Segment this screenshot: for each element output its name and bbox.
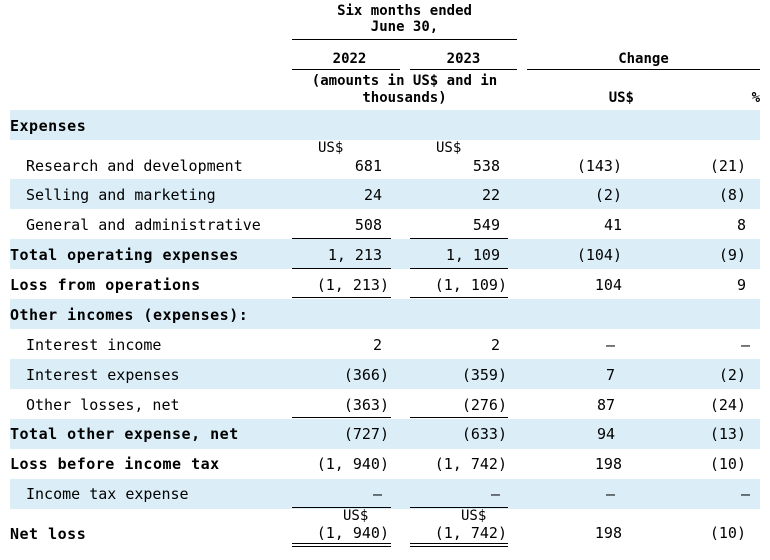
row-label: Total other expense, net: [10, 425, 239, 443]
change-pct: (8): [718, 186, 746, 204]
row-label: Income tax expense: [26, 485, 189, 503]
value-2022: (1, 940): [316, 455, 389, 473]
change-pct: 8: [736, 216, 746, 234]
subtotal-rule: [410, 417, 508, 418]
row-label: Interest expenses: [26, 366, 180, 384]
change-usd: 41: [603, 216, 622, 234]
change-usd: 87: [596, 396, 615, 414]
header-rule: [410, 69, 517, 70]
row-band: [10, 419, 760, 449]
value-2023: 1, 109: [445, 246, 500, 264]
change-pct: —: [740, 336, 750, 354]
period-header-line1: Six months ended: [337, 3, 472, 19]
row-label: Expenses: [10, 117, 87, 135]
change-usd: —: [605, 336, 615, 354]
change-usd: —: [605, 485, 615, 503]
subtotal-rule: [292, 297, 391, 298]
row-label: Other incomes (expenses):: [10, 306, 249, 324]
currency-marker-2023: US$: [461, 508, 487, 524]
value-2023: (359): [461, 366, 507, 384]
change-usd: 198: [594, 455, 622, 473]
value-2022: 508: [354, 216, 382, 234]
row-label: Research and development: [26, 157, 243, 175]
row-label: Other losses, net: [26, 396, 180, 414]
change-pct-header: %: [751, 90, 760, 106]
change-usd: 94: [596, 425, 615, 443]
change-pct: (24): [709, 396, 746, 414]
change-usd-header: US$: [608, 90, 634, 106]
subtotal-rule: [292, 268, 391, 269]
value-2022: (1, 213): [316, 276, 389, 294]
units-note-line1: (amounts in US$ and in: [311, 73, 498, 89]
value-2023: —: [490, 485, 500, 503]
change-usd: (2): [594, 186, 622, 204]
row-label: General and administrative: [26, 216, 261, 234]
row-band: [10, 239, 760, 269]
value-2022: 681: [354, 157, 382, 175]
row-label: Interest income: [26, 336, 162, 354]
value-2023: 22: [481, 186, 500, 204]
value-2023: (1, 109): [434, 276, 507, 294]
change-pct: (10): [709, 455, 746, 473]
header-rule: [292, 69, 400, 70]
value-2023: 538: [472, 157, 500, 175]
value-2022: (366): [343, 366, 389, 384]
value-2023: 2: [490, 336, 500, 354]
subtotal-rule: [410, 268, 508, 269]
change-pct: (21): [709, 157, 746, 175]
year-2023-header: 2023: [446, 51, 481, 67]
row-label: Net loss: [10, 525, 87, 543]
year-2022-header: 2022: [332, 51, 367, 67]
change-pct: —: [740, 485, 750, 503]
change-usd: 7: [605, 366, 615, 384]
currency-marker-2022: US$: [318, 140, 344, 156]
value-2022: (1, 940): [316, 524, 389, 542]
row-label: Total operating expenses: [10, 246, 239, 264]
subtotal-rule: [410, 297, 508, 298]
value-2023: (633): [461, 425, 507, 443]
change-usd: 104: [594, 276, 622, 294]
change-usd: (143): [576, 157, 622, 175]
change-pct: (13): [709, 425, 746, 443]
header-rule: [527, 69, 760, 70]
row-band: [10, 359, 760, 389]
row-label: Loss from operations: [10, 276, 201, 294]
row-band: [10, 479, 760, 509]
value-2023: (276): [461, 396, 507, 414]
subtotal-rule: [292, 417, 391, 418]
change-header: Change: [618, 51, 669, 67]
subtotal-rule: [292, 507, 391, 508]
row-band: [10, 110, 760, 140]
period-header-line2: June 30,: [370, 19, 439, 35]
change-pct: (10): [709, 524, 746, 542]
row-band: [10, 299, 760, 329]
header-rule: [292, 39, 517, 40]
change-pct: 9: [736, 276, 746, 294]
value-2022: 24: [363, 186, 382, 204]
value-2022: (727): [343, 425, 389, 443]
total-double-rule: [292, 543, 391, 547]
change-usd: 198: [594, 524, 622, 542]
subtotal-rule: [292, 238, 391, 239]
value-2022: 2: [372, 336, 382, 354]
value-2023: 549: [472, 216, 500, 234]
value-2022: —: [372, 485, 382, 503]
value-2022: 1, 213: [327, 246, 382, 264]
units-note-line2: thousands): [362, 90, 447, 106]
value-2023: (1, 742): [434, 455, 507, 473]
change-pct: (2): [718, 366, 746, 384]
currency-marker-2023: US$: [436, 140, 462, 156]
subtotal-rule: [410, 507, 508, 508]
change-usd: (104): [576, 246, 622, 264]
row-band: [10, 179, 760, 209]
currency-marker-2022: US$: [343, 508, 369, 524]
change-pct: (9): [718, 246, 746, 264]
value-2022: (363): [343, 396, 389, 414]
total-double-rule: [410, 543, 508, 547]
value-2023: (1, 742): [434, 524, 507, 542]
row-label: Loss before income tax: [10, 455, 220, 473]
subtotal-rule: [410, 238, 508, 239]
row-label: Selling and marketing: [26, 186, 216, 204]
